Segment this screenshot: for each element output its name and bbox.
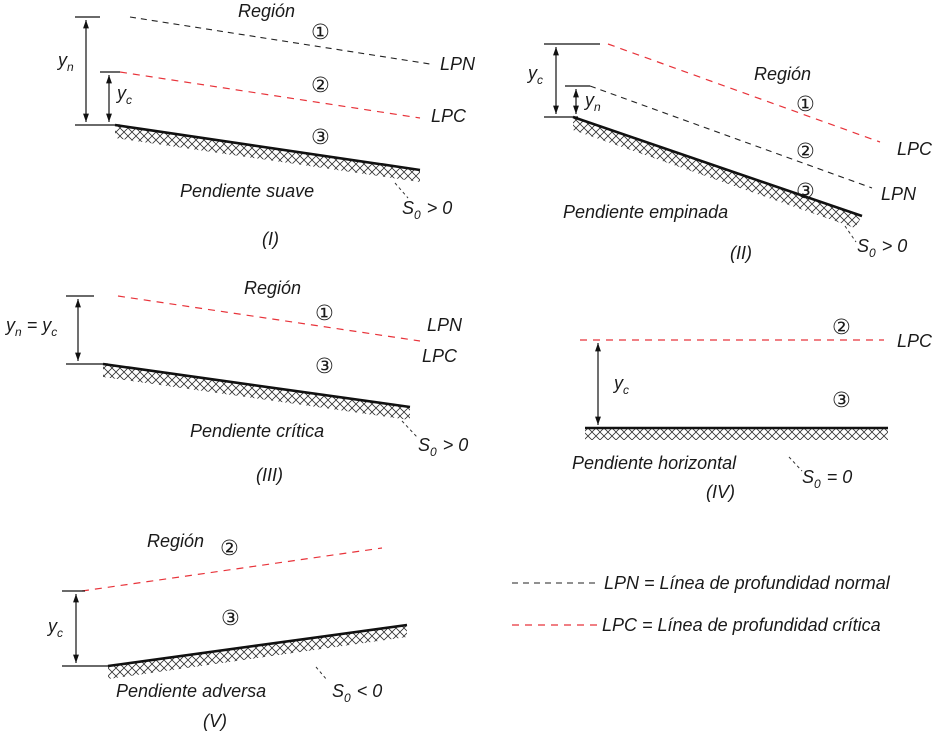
slope-leader xyxy=(315,666,328,681)
panel-numeral: (I) xyxy=(262,229,279,249)
region-1-marker: ① xyxy=(315,301,334,325)
critical-depth-line xyxy=(81,547,383,592)
channel-bed-hatch xyxy=(573,117,862,228)
lpc-label: LPC xyxy=(897,139,933,159)
lpc-label: LPC xyxy=(422,346,458,366)
legend-critical-line-text: LPC = Línea de profundidad crítica xyxy=(602,615,881,635)
panel-numeral: (II) xyxy=(730,243,752,263)
panel-adverse-slope: yc Región ② ③ Pendiente adversa S0 < 0 (V… xyxy=(46,531,408,731)
yc-label: yc xyxy=(115,83,132,107)
lpn-label: LPN xyxy=(427,315,463,335)
yn-equals-yc-label: yn = yc xyxy=(4,315,57,339)
region-2-marker: ② xyxy=(220,536,239,560)
legend: LPN = Línea de profundidad normal LPC = … xyxy=(512,573,891,635)
panel-numeral: (III) xyxy=(256,465,283,485)
slope-leader xyxy=(788,456,803,472)
region-label: Región xyxy=(147,531,204,551)
yc-label: yc xyxy=(612,373,629,397)
channel-bed xyxy=(102,362,411,409)
yn-label: yn xyxy=(583,90,601,114)
region-2-marker: ② xyxy=(832,315,851,339)
region-label: Región xyxy=(238,1,295,21)
region-label: Región xyxy=(754,64,811,84)
normal-depth-line xyxy=(589,85,873,189)
channel-bed xyxy=(107,623,408,668)
lpc-label: LPC xyxy=(431,106,467,126)
slope-value: S0 > 0 xyxy=(402,198,452,222)
channel-bed-hatch xyxy=(108,625,407,679)
panel-critical-slope: yn = yc Región ① ③ LPN LPC Pendiente críti… xyxy=(4,278,468,485)
region-3-marker: ③ xyxy=(315,354,334,378)
region-2-marker: ② xyxy=(796,139,815,163)
channel-bed-hatch xyxy=(115,125,420,182)
region-3-marker: ③ xyxy=(311,125,330,149)
slope-value: S0 > 0 xyxy=(418,435,468,459)
slope-leader xyxy=(401,420,418,438)
panel-horizontal-slope: yc ② ③ LPC Pendiente horizontal S0 = 0 (I… xyxy=(572,315,933,502)
region-3-marker: ③ xyxy=(221,606,240,630)
slope-value: S0 = 0 xyxy=(802,467,852,491)
legend-normal-line-text: LPN = Línea de profundidad normal xyxy=(604,573,891,593)
slope-value: S0 < 0 xyxy=(332,681,382,705)
slope-title: Pendiente crítica xyxy=(190,421,324,441)
region-1-marker: ① xyxy=(311,20,330,44)
slope-leader xyxy=(844,225,857,243)
lpn-label: LPN xyxy=(881,184,917,204)
slope-title: Pendiente horizontal xyxy=(572,453,737,473)
yc-label: yc xyxy=(46,616,63,640)
panel-numeral: (IV) xyxy=(706,482,735,502)
region-3-marker: ③ xyxy=(832,388,851,412)
region-1-marker: ① xyxy=(796,92,815,116)
slope-value: S0 > 0 xyxy=(857,236,907,260)
channel-bed xyxy=(114,123,421,172)
slope-leader xyxy=(394,182,409,199)
slope-title: Pendiente empinada xyxy=(563,202,728,222)
critical-depth-line xyxy=(119,71,421,119)
lpc-label: LPC xyxy=(897,331,933,351)
region-label: Región xyxy=(244,278,301,298)
channel-bed xyxy=(572,115,863,218)
region-2-marker: ② xyxy=(311,73,330,97)
slope-title: Pendiente suave xyxy=(180,181,314,201)
critical-depth-line xyxy=(607,43,881,143)
panel-steep-slope: yc yn Región ① ② ③ LPC LPN Pendiente emp… xyxy=(526,43,933,263)
panel-mild-slope: yn yc Región ① ② ③ LPN LPC Pendiente sua… xyxy=(56,1,476,249)
region-3-marker: ③ xyxy=(796,179,815,203)
channel-bed-hatch xyxy=(103,364,410,420)
panel-numeral: (V) xyxy=(203,711,227,731)
critical-normal-depth-line xyxy=(117,295,421,342)
lpn-label: LPN xyxy=(440,54,476,74)
channel-bed-hatch xyxy=(585,428,888,440)
slope-title: Pendiente adversa xyxy=(116,681,266,701)
yc-label: yc xyxy=(526,63,543,87)
normal-depth-line xyxy=(129,16,431,65)
yn-label: yn xyxy=(56,50,74,74)
